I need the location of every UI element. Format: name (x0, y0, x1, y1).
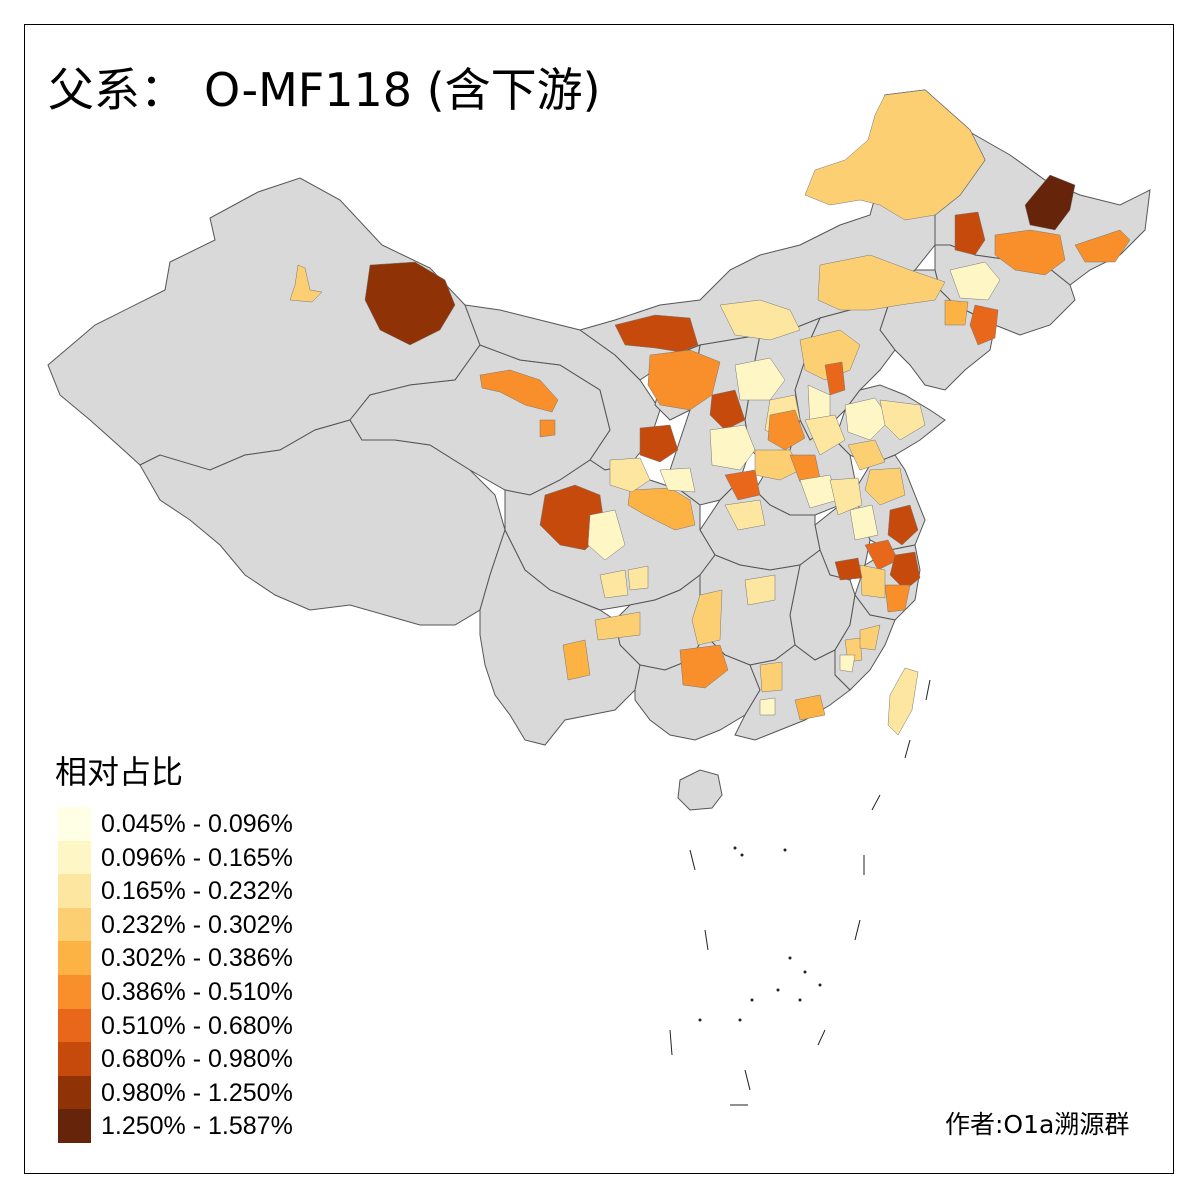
patch-hunan-c (759, 661, 783, 693)
patch-yulin (709, 389, 746, 431)
patch-zhejiang-c (859, 564, 886, 599)
patch-henan-c (709, 424, 756, 471)
patch-jiamusi (1074, 229, 1131, 263)
south-sea-islands (669, 679, 931, 1106)
patch-golmud (539, 419, 556, 438)
patch-heihe (1024, 174, 1076, 231)
patch-anhui-d (834, 557, 863, 581)
patch-fujian-b (839, 654, 856, 673)
patch-sichuan-a (587, 509, 626, 561)
patch-henan-a (767, 409, 806, 451)
legend-title: 相对占比 (55, 753, 184, 791)
patch-xilingol (817, 254, 946, 311)
patch-guizhou-a (679, 644, 729, 689)
province-outlines (47, 89, 1151, 811)
patch-hulunbuir (804, 89, 986, 221)
patch-yunnan-a (562, 639, 591, 681)
patch-hunan-a (691, 589, 723, 646)
patch-shandong-a (844, 397, 891, 441)
legend-swatch (58, 874, 91, 908)
patch-shanxi-a (734, 357, 786, 401)
patch-guangdong-b (759, 697, 776, 716)
legend-swatch (58, 840, 91, 875)
legend-label: 1.250% - 1.587% (101, 1112, 293, 1141)
title-haplogroup: O-MF118 (含下游) (204, 63, 601, 117)
legend-label: 0.510% - 0.680% (101, 1011, 293, 1040)
patch-sichuan-b (599, 569, 629, 599)
legend-item: 1.250% - 1.587% (58, 1109, 358, 1143)
legend-label: 0.232% - 0.302% (101, 910, 293, 939)
patch-altay (364, 261, 456, 346)
patch-zhejiang-a (889, 551, 921, 591)
patch-chifeng (949, 261, 1001, 301)
patch-sichuan-c (594, 611, 641, 641)
legend-item: 0.680% - 0.980% (58, 1042, 358, 1076)
patch-pingliang (639, 424, 679, 463)
legend-item: 0.510% - 0.680% (58, 1008, 358, 1043)
patch-haixi (479, 369, 559, 413)
patch-hubei-b (609, 457, 651, 493)
legend-label: 0.980% - 1.250% (101, 1078, 293, 1107)
patch-alxa (614, 314, 699, 353)
legend-item: 0.302% - 0.386% (58, 941, 358, 975)
patch-anhui-b (849, 504, 879, 541)
patch-liaoning-b (944, 299, 969, 326)
author-credit: 作者:O1a溯源群 (945, 1110, 1130, 1139)
patch-henan-b (804, 414, 846, 456)
legend-item: 0.386% - 0.510% (58, 975, 358, 1009)
patch-hubei-d (724, 499, 766, 531)
patch-jiangsu-b (887, 504, 919, 546)
legend-swatch (58, 941, 91, 975)
patch-zhejiang-b (884, 584, 911, 613)
legend-item: 0.165% - 0.232% (58, 874, 358, 908)
legend-swatch (58, 807, 91, 841)
patch-qiqihar (954, 211, 986, 256)
patch-fujian-a (859, 624, 881, 651)
region-hainan (677, 769, 723, 811)
legend-swatch (58, 907, 91, 942)
legend-swatch (58, 975, 91, 1009)
legend-item: 0.980% - 1.250% (58, 1075, 358, 1110)
legend-label: 0.302% - 0.386% (101, 944, 293, 973)
patch-hubei-c (659, 467, 696, 493)
patch-hunan-b (744, 574, 776, 606)
patch-ordos (647, 349, 721, 411)
legend-swatch (58, 1109, 91, 1143)
patch-chongqing-a (627, 565, 649, 591)
title-prefix: 父系： (48, 63, 186, 117)
patch-shandong-c (847, 439, 886, 471)
patch-guangdong-a (794, 694, 826, 721)
legend-swatch (58, 1008, 91, 1043)
region-yunnan (479, 528, 641, 746)
patch-anhui-a (829, 477, 863, 516)
patch-liaoning-a (969, 304, 999, 346)
patch-harbin (994, 229, 1066, 276)
prefecture-patches (289, 89, 1131, 736)
legend-item: 0.045% - 0.096% (58, 807, 358, 841)
patch-taiwan (887, 667, 919, 736)
patch-hebei-b (824, 361, 846, 396)
legend-swatch (58, 1075, 91, 1110)
legend-label: 0.045% - 0.096% (101, 810, 293, 838)
legend-label: 0.680% - 0.980% (101, 1045, 293, 1074)
patch-tacheng (289, 264, 323, 303)
patch-shandong-b (879, 399, 926, 441)
patch-henan-e (724, 469, 761, 501)
legend-item: 0.232% - 0.302% (58, 907, 358, 942)
map-title: 父系： O-MF118 (含下游) (48, 62, 601, 118)
legend-item: 0.096% - 0.165% (58, 840, 358, 875)
legend-swatch (58, 1042, 91, 1076)
legend-label: 0.386% - 0.510% (101, 978, 293, 1006)
legend-label: 0.165% - 0.232% (101, 877, 293, 906)
patch-jiangsu-a (864, 467, 906, 506)
legend-label: 0.096% - 0.165% (101, 843, 293, 872)
patch-hebei-a (799, 329, 861, 381)
patch-ulanqab (719, 299, 801, 341)
